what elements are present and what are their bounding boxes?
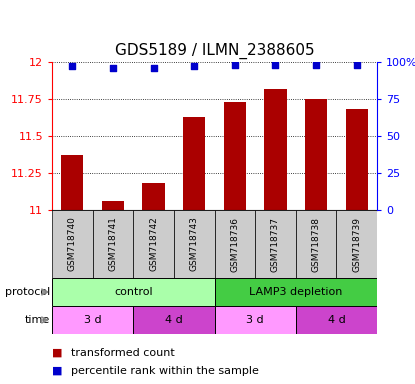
Bar <box>133 306 215 334</box>
Bar <box>52 210 93 278</box>
Text: GSM718738: GSM718738 <box>312 217 320 271</box>
Text: GSM718740: GSM718740 <box>68 217 77 271</box>
Text: 4 d: 4 d <box>327 315 345 325</box>
Bar <box>255 210 296 278</box>
Text: ■: ■ <box>52 348 63 358</box>
Text: GSM718742: GSM718742 <box>149 217 158 271</box>
Bar <box>133 210 174 278</box>
Text: GSM718743: GSM718743 <box>190 217 199 271</box>
Bar <box>102 201 124 210</box>
Text: GSM718739: GSM718739 <box>352 217 361 271</box>
Text: GSM718741: GSM718741 <box>108 217 117 271</box>
Bar <box>215 278 377 306</box>
Text: control: control <box>114 287 153 297</box>
Bar <box>305 99 327 210</box>
Bar <box>224 102 246 210</box>
Bar <box>296 306 377 334</box>
Title: GDS5189 / ILMN_2388605: GDS5189 / ILMN_2388605 <box>115 43 314 59</box>
Text: 4 d: 4 d <box>165 315 183 325</box>
Point <box>232 62 238 68</box>
Point <box>353 62 360 68</box>
Text: GSM718737: GSM718737 <box>271 217 280 271</box>
Point <box>150 65 157 71</box>
Bar <box>215 210 255 278</box>
Point <box>272 62 279 68</box>
Bar <box>174 210 215 278</box>
Bar <box>337 210 377 278</box>
Bar <box>346 109 368 210</box>
Point <box>69 63 76 70</box>
Bar <box>61 155 83 210</box>
Point <box>191 63 198 70</box>
Bar <box>183 117 205 210</box>
Bar <box>52 306 133 334</box>
Text: ■: ■ <box>52 366 63 376</box>
Bar <box>264 89 287 210</box>
Text: LAMP3 depletion: LAMP3 depletion <box>249 287 342 297</box>
Bar <box>142 184 165 210</box>
Text: GSM718736: GSM718736 <box>230 217 239 271</box>
Bar <box>52 278 215 306</box>
Text: time: time <box>25 315 50 325</box>
Text: 3 d: 3 d <box>247 315 264 325</box>
Text: 3 d: 3 d <box>84 315 101 325</box>
Point <box>313 62 320 68</box>
Text: percentile rank within the sample: percentile rank within the sample <box>71 366 259 376</box>
Bar <box>93 210 133 278</box>
Text: protocol: protocol <box>5 287 50 297</box>
Bar <box>296 210 337 278</box>
Bar <box>215 306 296 334</box>
Text: transformed count: transformed count <box>71 348 174 358</box>
Point <box>110 65 116 71</box>
